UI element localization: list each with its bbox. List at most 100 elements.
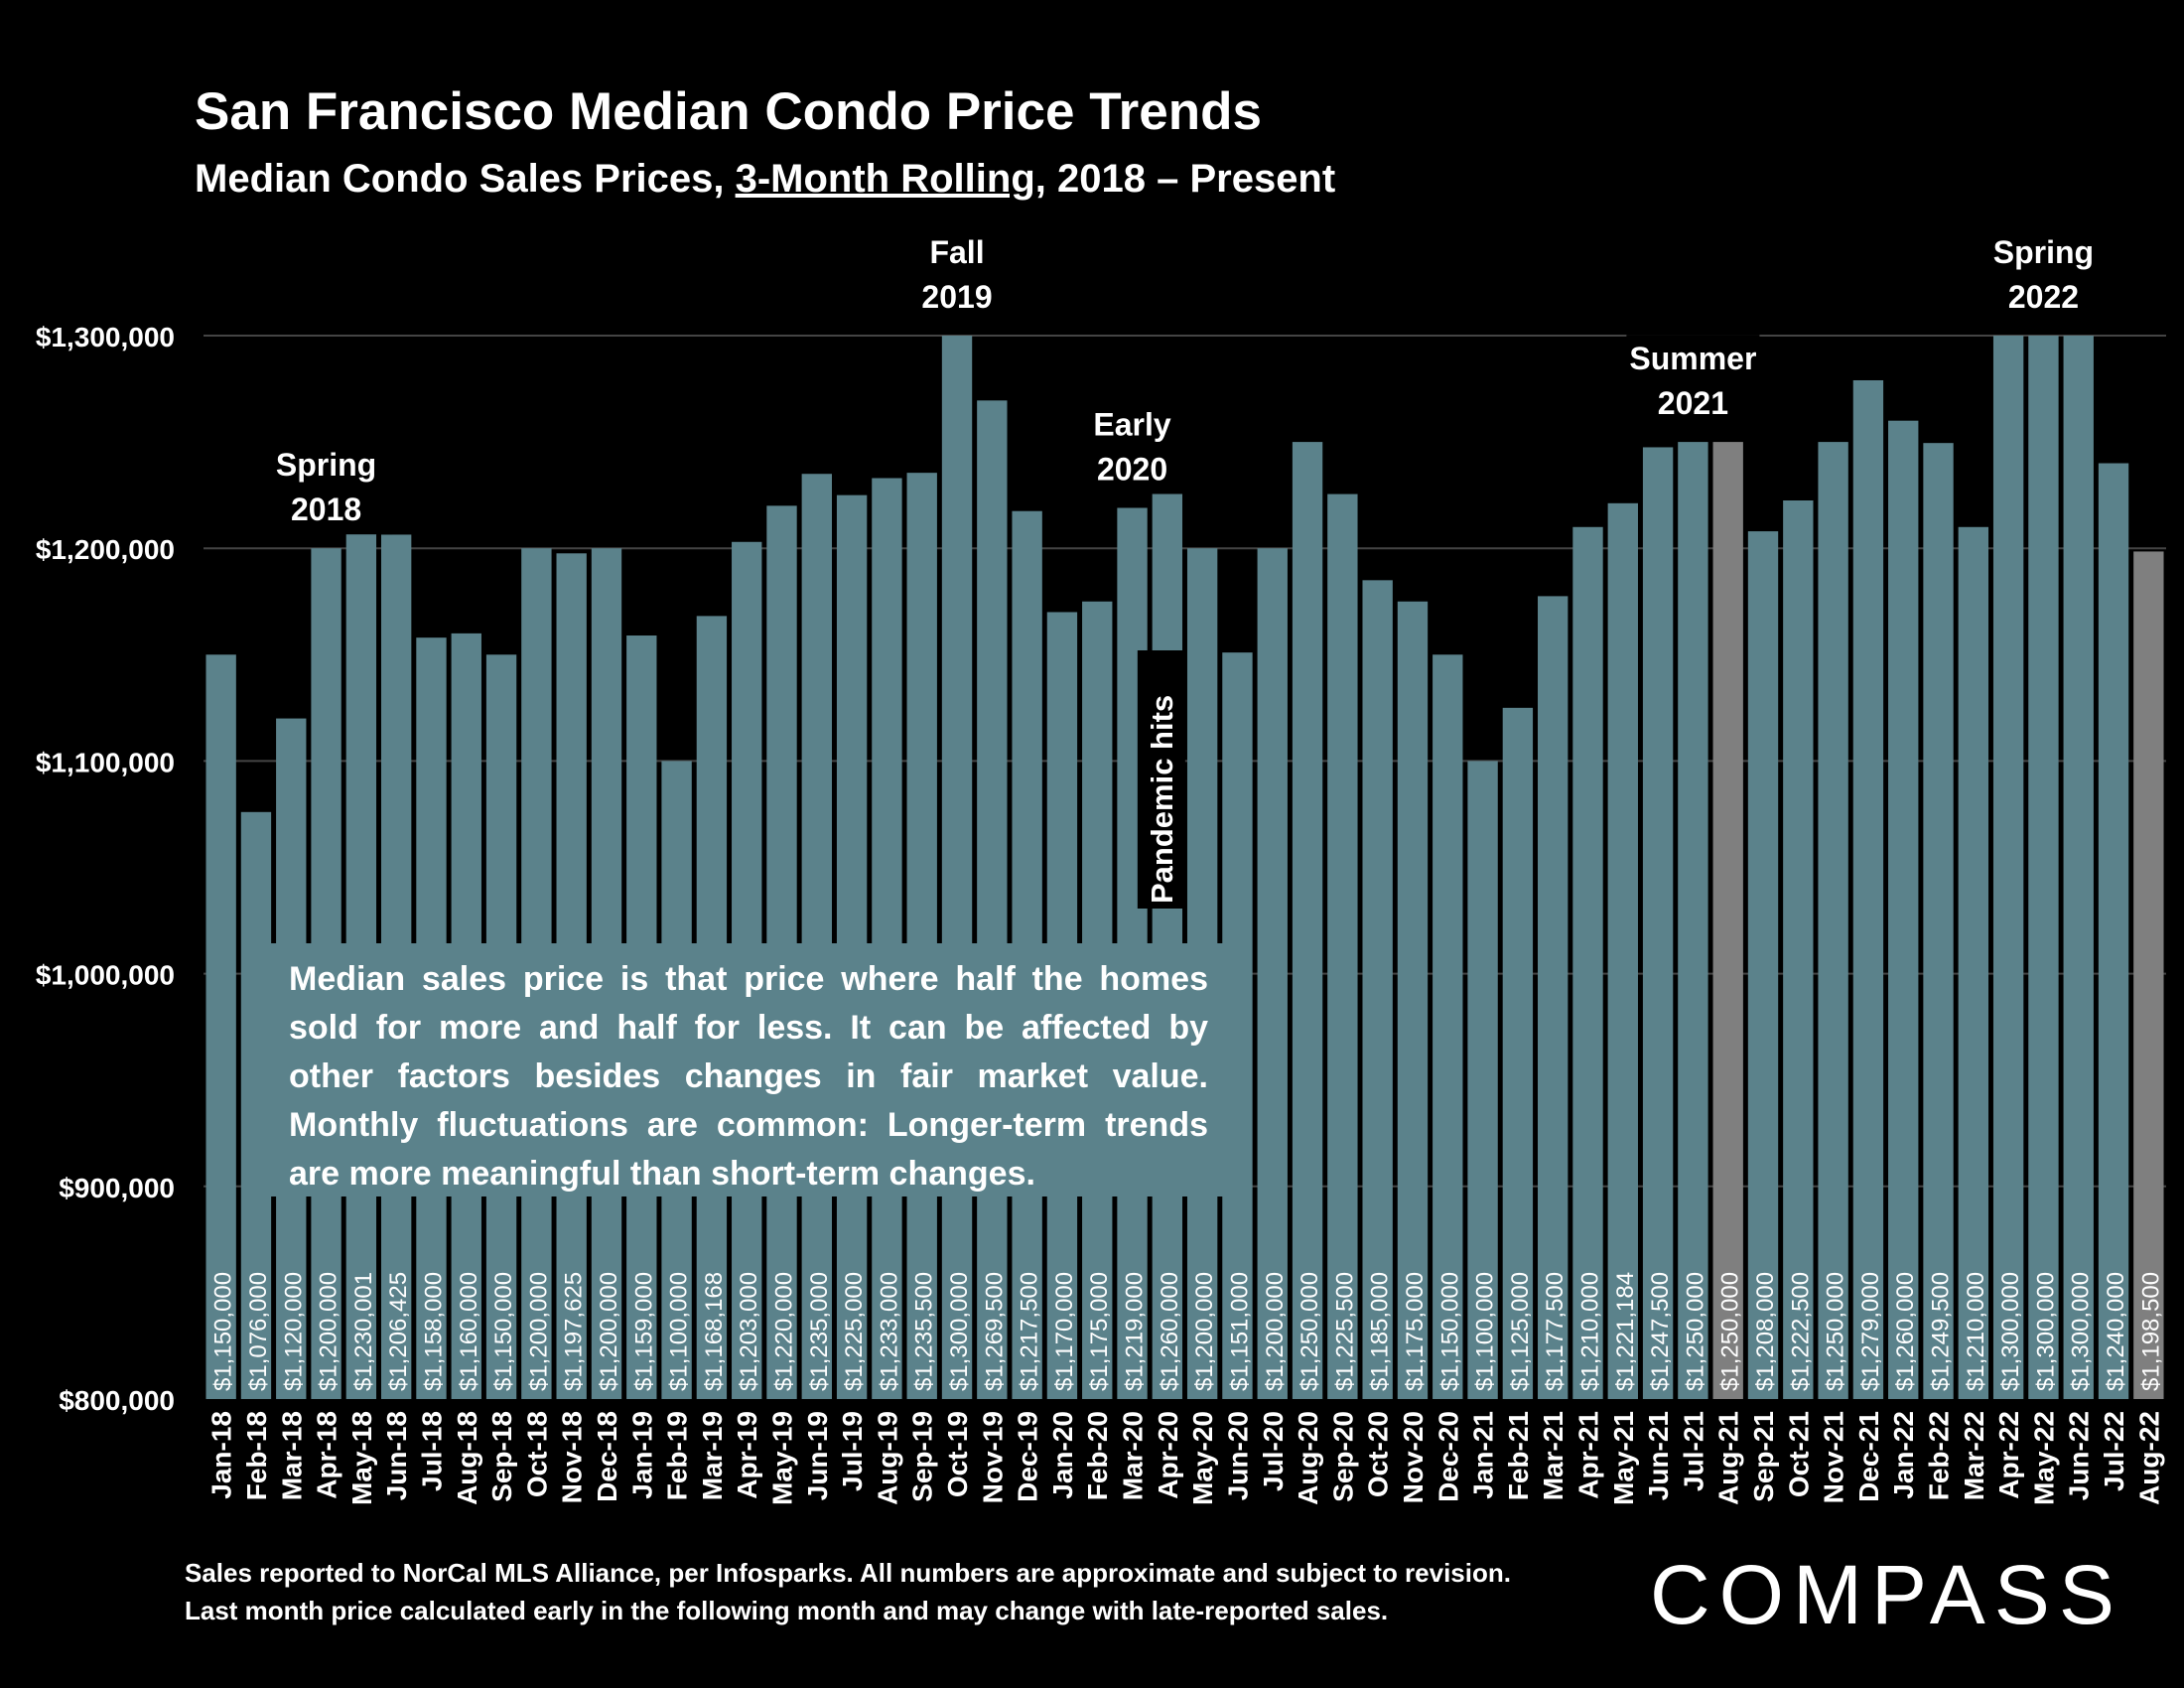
x-tick-label: Dec-21 <box>1853 1411 1884 1502</box>
value-label: $1,250,000 <box>1682 1272 1708 1391</box>
bar <box>1152 420 1183 1399</box>
x-tick-label: Jul-21 <box>1678 1411 1708 1491</box>
period-annotation: Fall <box>929 234 984 270</box>
x-tick-label: Feb-21 <box>1503 1411 1534 1500</box>
x-tick-label: Sep-21 <box>1748 1411 1779 1502</box>
value-label: $1,222,500 <box>1787 1272 1814 1391</box>
value-label: $1,185,000 <box>1367 1272 1394 1391</box>
annotation-bg <box>909 228 1006 322</box>
x-tick-label: Aug-22 <box>2133 1411 2164 1505</box>
x-tick-label: Apr-22 <box>1993 1411 2024 1499</box>
period-annotation: 2019 <box>921 279 992 315</box>
bar <box>1502 707 1534 1399</box>
bar <box>2063 336 2094 1399</box>
value-label: $1,076,000 <box>245 1272 272 1391</box>
value-label: $1,159,000 <box>630 1272 657 1391</box>
value-label: $1,220,000 <box>771 1272 798 1391</box>
value-label: $1,235,500 <box>911 1272 938 1391</box>
period-annotation: Spring <box>276 447 376 483</box>
bar <box>801 474 832 1400</box>
value-label: $1,233,000 <box>876 1272 902 1391</box>
pandemic-annotation-bg <box>1137 650 1185 909</box>
x-tick-label: Mar-20 <box>1118 1411 1149 1500</box>
x-tick-label: Dec-18 <box>592 1411 622 1502</box>
value-label: $1,200,000 <box>316 1272 342 1391</box>
x-tick-label: Jan-21 <box>1468 1411 1499 1499</box>
bar <box>1433 654 1463 1399</box>
value-label: $1,250,000 <box>1297 1272 1323 1391</box>
x-tick-label: May-20 <box>1187 1411 1218 1505</box>
bar <box>205 654 236 1399</box>
x-tick-label: Apr-19 <box>732 1411 762 1499</box>
subtitle-suffix: , 2018 – Present <box>1034 157 1336 201</box>
bar <box>906 473 937 1399</box>
bar <box>1678 442 1708 1400</box>
x-tick-label: Jun-18 <box>381 1411 412 1500</box>
x-tick-label: May-21 <box>1608 1411 1639 1505</box>
x-tick-label: Mar-18 <box>276 1411 307 1500</box>
x-tick-label: Jun-19 <box>802 1411 833 1500</box>
value-label: $1,279,000 <box>1857 1272 1884 1391</box>
x-tick-label: Oct-20 <box>1363 1411 1394 1497</box>
bar <box>1257 548 1288 1399</box>
value-label: $1,210,000 <box>1963 1272 1989 1391</box>
bar <box>1992 336 2024 1399</box>
subtitle-prefix: Median Condo Sales Prices, <box>195 157 736 201</box>
value-label: $1,247,500 <box>1647 1272 1674 1391</box>
value-label: $1,235,000 <box>806 1272 833 1391</box>
bar <box>1362 580 1393 1399</box>
value-label: $1,177,500 <box>1542 1272 1569 1391</box>
value-label: $1,217,500 <box>1017 1272 1043 1391</box>
x-tick-label: May-18 <box>346 1411 377 1505</box>
bar <box>240 811 272 1399</box>
period-annotation: Spring <box>1993 234 2094 270</box>
bar <box>1292 442 1323 1400</box>
value-label: $1,200,000 <box>596 1272 622 1391</box>
bar <box>1397 601 1429 1399</box>
period-annotation: 2020 <box>1097 452 1167 488</box>
x-tick-label: Aug-18 <box>452 1411 482 1505</box>
bar <box>1747 531 1779 1399</box>
note-box: Median sales price is that price where h… <box>269 943 1228 1196</box>
value-label: $1,203,000 <box>736 1272 762 1391</box>
value-label: $1,250,000 <box>1717 1272 1744 1391</box>
value-label: $1,249,500 <box>1928 1272 1955 1391</box>
y-tick-label: $1,100,000 <box>36 747 175 777</box>
chart-subtitle: Median Condo Sales Prices, 3-Month Rolli… <box>195 157 1335 202</box>
annotation-bg <box>1075 400 1190 494</box>
subtitle-underlined: 3-Month Rolling <box>735 157 1035 201</box>
x-tick-label: Feb-19 <box>662 1411 693 1500</box>
value-label: $1,300,000 <box>946 1272 973 1391</box>
x-tick-label: Aug-19 <box>872 1411 902 1505</box>
x-tick-label: Nov-19 <box>977 1411 1008 1503</box>
x-tick-label: Nov-18 <box>557 1411 588 1503</box>
footnote-line-2: Last month price calculated early in the… <box>185 1596 1389 1625</box>
bar <box>1607 502 1638 1400</box>
bar <box>1923 443 1954 1399</box>
x-tick-label: Apr-21 <box>1572 1411 1603 1499</box>
x-tick-label: Jun-22 <box>2064 1411 2095 1500</box>
bar <box>977 400 1008 1399</box>
x-tick-label: Dec-19 <box>1013 1411 1043 1502</box>
bar <box>1783 500 1814 1399</box>
pandemic-annotation: Pandemic hits <box>1145 695 1179 904</box>
annotation-bg <box>259 441 393 535</box>
x-tick-label: Apr-18 <box>312 1411 342 1499</box>
value-label: $1,260,000 <box>1157 1272 1183 1391</box>
bar <box>1712 442 1743 1400</box>
value-label: $1,206,425 <box>385 1272 412 1391</box>
value-label: $1,210,000 <box>1576 1272 1603 1391</box>
x-tick-label: Feb-18 <box>241 1411 272 1500</box>
annotation-bg <box>1977 228 2111 322</box>
bar <box>872 478 902 1399</box>
value-label: $1,240,000 <box>2103 1272 2129 1391</box>
value-label: $1,100,000 <box>1472 1272 1499 1391</box>
bar <box>345 484 377 1399</box>
value-label: $1,300,000 <box>1997 1272 2024 1391</box>
bar <box>1888 420 1919 1399</box>
value-label: $1,158,000 <box>420 1272 447 1391</box>
bar <box>1852 379 1884 1400</box>
x-tick-label: Oct-19 <box>942 1411 973 1497</box>
x-tick-label: Oct-18 <box>521 1411 552 1497</box>
